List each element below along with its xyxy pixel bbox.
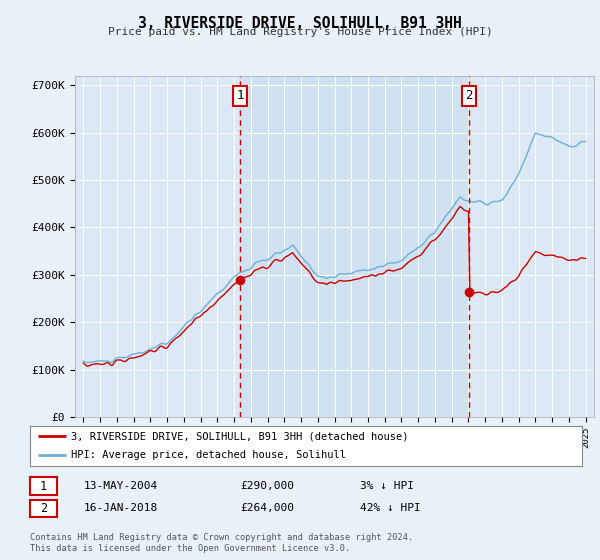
- Text: 13-MAY-2004: 13-MAY-2004: [84, 481, 158, 491]
- Bar: [240, 76, 469, 417]
- Text: 16-JAN-2018: 16-JAN-2018: [84, 503, 158, 514]
- Text: 2: 2: [40, 502, 47, 515]
- Text: 1: 1: [236, 90, 244, 102]
- Text: £290,000: £290,000: [240, 481, 294, 491]
- Text: HPI: Average price, detached house, Solihull: HPI: Average price, detached house, Soli…: [71, 450, 346, 460]
- Text: Contains HM Land Registry data © Crown copyright and database right 2024.
This d: Contains HM Land Registry data © Crown c…: [30, 533, 413, 553]
- Text: Price paid vs. HM Land Registry's House Price Index (HPI): Price paid vs. HM Land Registry's House …: [107, 27, 493, 38]
- Text: £264,000: £264,000: [240, 503, 294, 514]
- Text: 1: 1: [40, 479, 47, 493]
- Text: 42% ↓ HPI: 42% ↓ HPI: [360, 503, 421, 514]
- Text: 3, RIVERSIDE DRIVE, SOLIHULL, B91 3HH (detached house): 3, RIVERSIDE DRIVE, SOLIHULL, B91 3HH (d…: [71, 432, 409, 441]
- Text: 2: 2: [466, 90, 473, 102]
- Text: 3% ↓ HPI: 3% ↓ HPI: [360, 481, 414, 491]
- Text: 3, RIVERSIDE DRIVE, SOLIHULL, B91 3HH: 3, RIVERSIDE DRIVE, SOLIHULL, B91 3HH: [138, 16, 462, 31]
